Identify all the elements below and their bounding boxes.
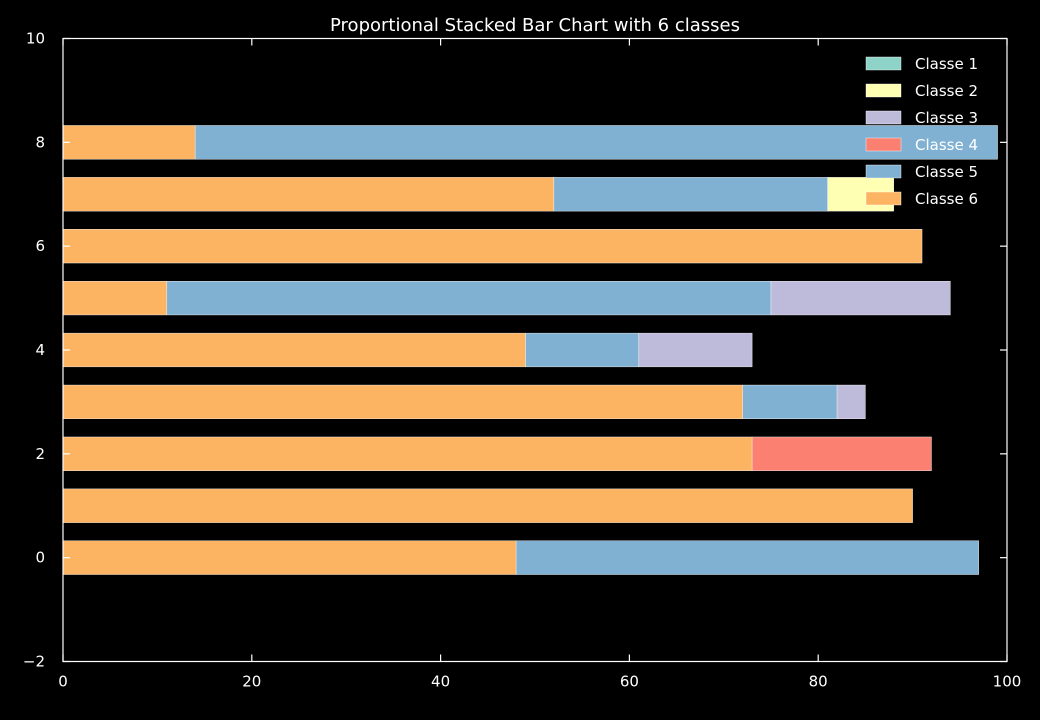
legend-swatch-classe-3 — [865, 110, 902, 125]
bar-segment-classe-6-row-5 — [62, 281, 168, 316]
bars-group — [62, 125, 998, 575]
x-axis: 0 20 40 60 80 100 — [58, 38, 1022, 691]
legend-label: Classe 3 — [915, 109, 978, 127]
y-tick-label: 8 — [35, 133, 45, 151]
legend-swatch-classe-1 — [865, 56, 902, 71]
legend-label: Classe 1 — [915, 55, 978, 73]
bar-segment-classe-3-row-4 — [638, 332, 753, 368]
legend-label: Classe 5 — [915, 163, 978, 181]
bar-segment-classe-5-row-0 — [515, 540, 979, 575]
y-tick-label: 4 — [35, 341, 45, 359]
y-tick-label: 2 — [35, 445, 45, 463]
legend-swatch-classe-5 — [865, 164, 902, 179]
x-tick-label: 40 — [431, 673, 450, 691]
x-tick-label: 0 — [58, 673, 68, 691]
legend-swatch-classe-6 — [865, 191, 902, 206]
bar-segment-classe-3-row-3 — [836, 384, 866, 419]
legend-swatch-classe-2 — [865, 83, 902, 98]
bar-segment-classe-4-row-2 — [751, 436, 932, 471]
bar-segment-classe-5-row-4 — [525, 332, 640, 368]
y-axis: −2 0 2 4 6 8 10 — [23, 30, 1007, 671]
legend-swatch-classe-4 — [865, 137, 902, 152]
legend-label: Classe 4 — [915, 136, 978, 154]
y-tick-label: 6 — [35, 237, 45, 255]
bar-segment-classe-5-row-7 — [553, 177, 828, 212]
bar-segment-classe-3-row-5 — [770, 281, 951, 316]
bar-segment-classe-6-row-0 — [62, 540, 517, 575]
legend-label: Classe 2 — [915, 82, 978, 100]
x-tick-label: 80 — [809, 673, 828, 691]
bar-segment-classe-6-row-7 — [62, 177, 555, 212]
y-tick-label: −2 — [23, 653, 45, 671]
bar-segment-classe-6-row-4 — [62, 332, 526, 368]
bar-segment-classe-6-row-8 — [62, 125, 196, 160]
x-tick-label: 60 — [620, 673, 639, 691]
bar-segment-classe-6-row-6 — [62, 229, 923, 264]
x-tick-label: 20 — [242, 673, 261, 691]
bar-segment-classe-5-row-3 — [742, 384, 838, 419]
bar-segment-classe-6-row-3 — [62, 384, 743, 419]
bar-segment-classe-5-row-5 — [166, 281, 772, 316]
legend-label: Classe 6 — [915, 190, 978, 208]
bar-segment-classe-5-row-8 — [194, 125, 998, 160]
bar-segment-classe-6-row-2 — [62, 436, 753, 471]
y-tick-label: 0 — [35, 549, 45, 567]
bar-segment-classe-6-row-1 — [62, 488, 913, 523]
chart-title: Proportional Stacked Bar Chart with 6 cl… — [330, 15, 740, 36]
legend: Classe 1 Classe 2 Classe 3 Classe 4 Classe 5… — [865, 55, 978, 208]
y-tick-label: 10 — [26, 30, 45, 48]
x-tick-label: 100 — [993, 673, 1022, 691]
